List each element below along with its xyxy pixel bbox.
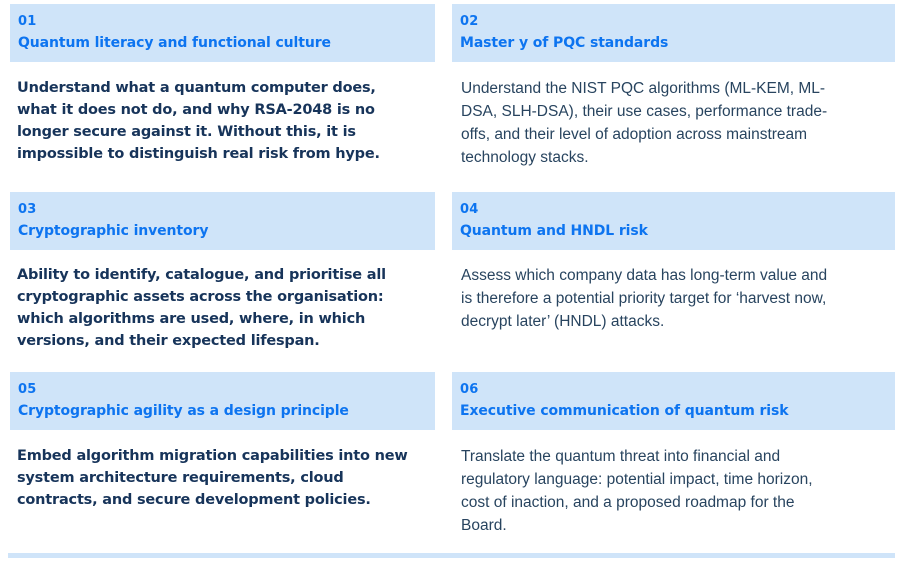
card-04-number: 04: [460, 202, 479, 217]
card-04-title: Quantum and HNDL risk: [460, 223, 648, 239]
card-02-number: 02: [460, 14, 479, 29]
card-03-body: Ability to identify, catalogue, and prio…: [17, 267, 386, 349]
card-01-body: Understand what a quantum computer does,…: [17, 80, 380, 162]
card-03-header: 03 Cryptographic inventory: [10, 192, 435, 250]
card-06-body: Translate the quantum threat into financ…: [461, 448, 813, 534]
card-01-number: 01: [18, 14, 37, 29]
card-02-body: Understand the NIST PQC algorithms (ML-K…: [461, 80, 828, 166]
card-04-header: 04 Quantum and HNDL risk: [452, 192, 895, 250]
card-05-body: Embed algorithm migration capabilities i…: [17, 448, 408, 508]
card-03-title: Cryptographic inventory: [18, 223, 209, 239]
card-04-body: Assess which company data has long-term …: [461, 267, 828, 330]
card-05-title: Cryptographic agility as a design princi…: [18, 403, 349, 419]
card-02-header: 02 Master y of PQC standards: [452, 4, 895, 62]
card-06-title: Executive communication of quantum risk: [460, 403, 789, 419]
card-01-title: Quantum literacy and functional culture: [18, 35, 331, 51]
next-row-header-strip: [8, 553, 895, 558]
card-03-number: 03: [18, 202, 37, 217]
card-06-header: 06 Executive communication of quantum ri…: [452, 372, 895, 430]
card-06-number: 06: [460, 382, 479, 397]
card-05-number: 05: [18, 382, 37, 397]
card-01-header: 01 Quantum literacy and functional cultu…: [10, 4, 435, 62]
card-02-title: Master y of PQC standards: [460, 35, 669, 51]
card-05-header: 05 Cryptographic agility as a design pri…: [10, 372, 435, 430]
